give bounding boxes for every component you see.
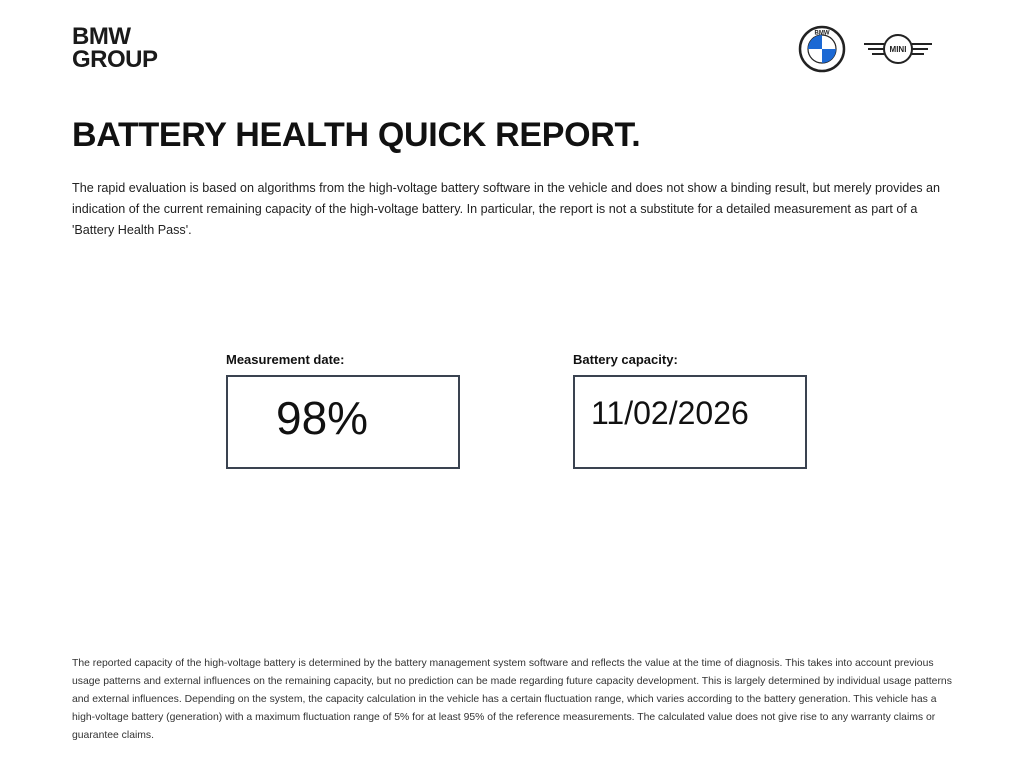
battery-capacity-label: Battery capacity:: [573, 352, 678, 367]
bmw-roundel-icon: BMW: [798, 25, 846, 73]
svg-text:BMW: BMW: [815, 31, 830, 37]
battery-capacity-field: Battery capacity: 11/02/2026: [573, 352, 807, 469]
brand-logos: BMW MINI: [798, 25, 934, 73]
measurement-date-field: Measurement date: 98%: [226, 352, 460, 469]
disclaimer-footer: The reported capacity of the high-voltag…: [72, 658, 952, 741]
brand-line1: BMW: [72, 23, 131, 50]
measurement-date-label: Measurement date:: [226, 352, 345, 367]
page-title: BATTERY HEALTH QUICK REPORT.: [72, 116, 641, 154]
measurement-date-value: 98%: [226, 375, 460, 469]
intro-paragraph: The rapid evaluation is based on algorit…: [72, 181, 941, 237]
brand-line2: GROUP: [72, 46, 158, 73]
svg-text:MINI: MINI: [890, 45, 907, 54]
battery-capacity-value: 11/02/2026: [573, 375, 807, 469]
bmw-group-logo: BMW GROUP: [72, 23, 158, 73]
mini-logo-icon: MINI: [864, 34, 932, 64]
